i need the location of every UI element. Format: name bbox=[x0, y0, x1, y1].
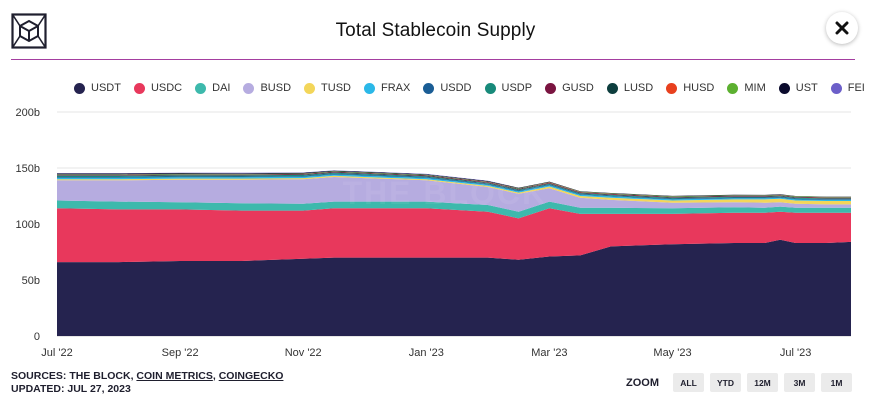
x-tick-label: Jul '23 bbox=[780, 347, 811, 359]
area-usdt[interactable] bbox=[57, 239, 851, 336]
x-tick-label: Mar '23 bbox=[531, 347, 567, 359]
legend-label: BUSD bbox=[260, 82, 292, 94]
legend-swatch bbox=[666, 82, 678, 94]
x-tick-label: Jan '23 bbox=[409, 347, 444, 359]
zoom-12m-button[interactable]: 12M bbox=[747, 373, 778, 392]
y-tick-label: 150b bbox=[16, 163, 40, 175]
legend-label: TUSD bbox=[321, 82, 351, 94]
legend-swatch bbox=[304, 82, 316, 94]
y-tick-label: 50b bbox=[22, 275, 40, 287]
area-frax[interactable] bbox=[57, 174, 851, 202]
legend-label: DAI bbox=[212, 82, 231, 94]
zoom-3m-button[interactable]: 3M bbox=[784, 373, 815, 392]
legend-item-usdd[interactable]: USDD bbox=[423, 82, 472, 94]
legend-item-tusd[interactable]: TUSD bbox=[304, 82, 351, 94]
coingecko-link[interactable]: COINGECKO bbox=[218, 370, 284, 382]
legend-item-usdt[interactable]: USDT bbox=[74, 82, 121, 94]
area-dai[interactable] bbox=[57, 200, 851, 219]
legend-swatch bbox=[830, 82, 842, 94]
coin-metrics-link[interactable]: COIN METRICS bbox=[136, 370, 213, 382]
the-block-logo bbox=[11, 13, 47, 49]
area-usdd[interactable] bbox=[57, 173, 851, 200]
sources-prefix: SOURCES: THE BLOCK, bbox=[11, 370, 137, 382]
header-divider bbox=[11, 59, 855, 60]
legend-swatch bbox=[423, 82, 435, 94]
series-areas bbox=[57, 170, 851, 336]
watermark: THE BLOCK bbox=[342, 175, 547, 211]
x-tick-label: Jul '22 bbox=[41, 347, 72, 359]
legend-label: UST bbox=[795, 82, 818, 94]
zoom-controls: ZOOM ALL YTD 12M 3M 1M bbox=[626, 373, 852, 392]
sources-separator: , bbox=[212, 370, 219, 382]
updated-date: UPDATED: JUL 27, 2023 bbox=[11, 383, 131, 395]
legend-label: LUSD bbox=[623, 82, 654, 94]
legend-label: USDT bbox=[91, 82, 121, 94]
area-tusd[interactable] bbox=[57, 175, 851, 205]
sources-line: SOURCES: THE BLOCK, COIN METRICS, COINGE… bbox=[11, 370, 283, 383]
zoom-ytd-button[interactable]: YTD bbox=[710, 373, 741, 392]
legend-label: USDC bbox=[150, 82, 183, 94]
cube-logo-icon bbox=[11, 13, 47, 49]
y-tick-label: 200b bbox=[16, 107, 40, 119]
legend-item-husd[interactable]: HUSD bbox=[666, 82, 714, 94]
chart-legend: USDT USDC DAI BUSD TUSD FRAX USDD USDP G… bbox=[74, 80, 871, 96]
legend-swatch bbox=[545, 82, 557, 94]
legend-swatch bbox=[363, 82, 375, 94]
sources-block: SOURCES: THE BLOCK, COIN METRICS, COINGE… bbox=[11, 370, 283, 396]
area-busd[interactable] bbox=[57, 177, 851, 212]
legend-item-frax[interactable]: FRAX bbox=[363, 82, 411, 94]
zoom-label: ZOOM bbox=[626, 376, 659, 389]
legend-swatch bbox=[74, 82, 85, 94]
zoom-all-button[interactable]: ALL bbox=[673, 373, 704, 392]
area-usdp[interactable] bbox=[57, 172, 851, 200]
legend-swatch bbox=[727, 82, 739, 94]
legend-label: MIM bbox=[744, 82, 766, 94]
legend-label: FRAX bbox=[380, 82, 411, 94]
close-icon bbox=[835, 21, 849, 35]
legend-item-gusd[interactable]: GUSD bbox=[545, 82, 594, 94]
area-usdc[interactable] bbox=[57, 208, 851, 263]
legend-item-busd[interactable]: BUSD bbox=[243, 82, 291, 94]
x-tick-label: Nov '22 bbox=[285, 347, 322, 359]
legend-item-usdc[interactable]: USDC bbox=[133, 82, 183, 94]
zoom-1m-button[interactable]: 1M bbox=[821, 373, 852, 392]
legend-item-mim[interactable]: MIM bbox=[727, 82, 766, 94]
stacked-area-chart[interactable]: THE BLOCK 0 50b 100b 150b 200b Jul '22 Sep '22… bbox=[0, 100, 871, 362]
legend-item-fei[interactable]: FEI bbox=[830, 82, 865, 94]
legend-item-dai[interactable]: DAI bbox=[195, 82, 230, 94]
legend-swatch bbox=[606, 82, 618, 94]
x-tick-label: May '23 bbox=[653, 347, 691, 359]
legend-item-ust[interactable]: UST bbox=[778, 82, 818, 94]
legend-label: GUSD bbox=[562, 82, 594, 94]
legend-label: USDP bbox=[501, 82, 533, 94]
x-tick-label: Sep '22 bbox=[162, 347, 199, 359]
legend-label: FEI bbox=[847, 82, 865, 94]
y-tick-label: 100b bbox=[16, 219, 40, 231]
legend-swatch bbox=[133, 82, 145, 94]
close-button[interactable] bbox=[826, 12, 858, 44]
legend-swatch bbox=[195, 82, 207, 94]
legend-swatch bbox=[243, 82, 255, 94]
legend-swatch bbox=[484, 82, 496, 94]
legend-label: HUSD bbox=[683, 82, 715, 94]
axes: 0 50b 100b 150b 200b Jul '22 Sep '22 Nov '22 Jan… bbox=[16, 107, 812, 359]
legend-item-usdp[interactable]: USDP bbox=[484, 82, 533, 94]
legend-swatch bbox=[778, 82, 790, 94]
legend-item-lusd[interactable]: LUSD bbox=[606, 82, 654, 94]
chart-title: Total Stablecoin Supply bbox=[335, 20, 536, 41]
legend-label: USDD bbox=[440, 82, 472, 94]
y-tick-label: 0 bbox=[34, 331, 40, 343]
